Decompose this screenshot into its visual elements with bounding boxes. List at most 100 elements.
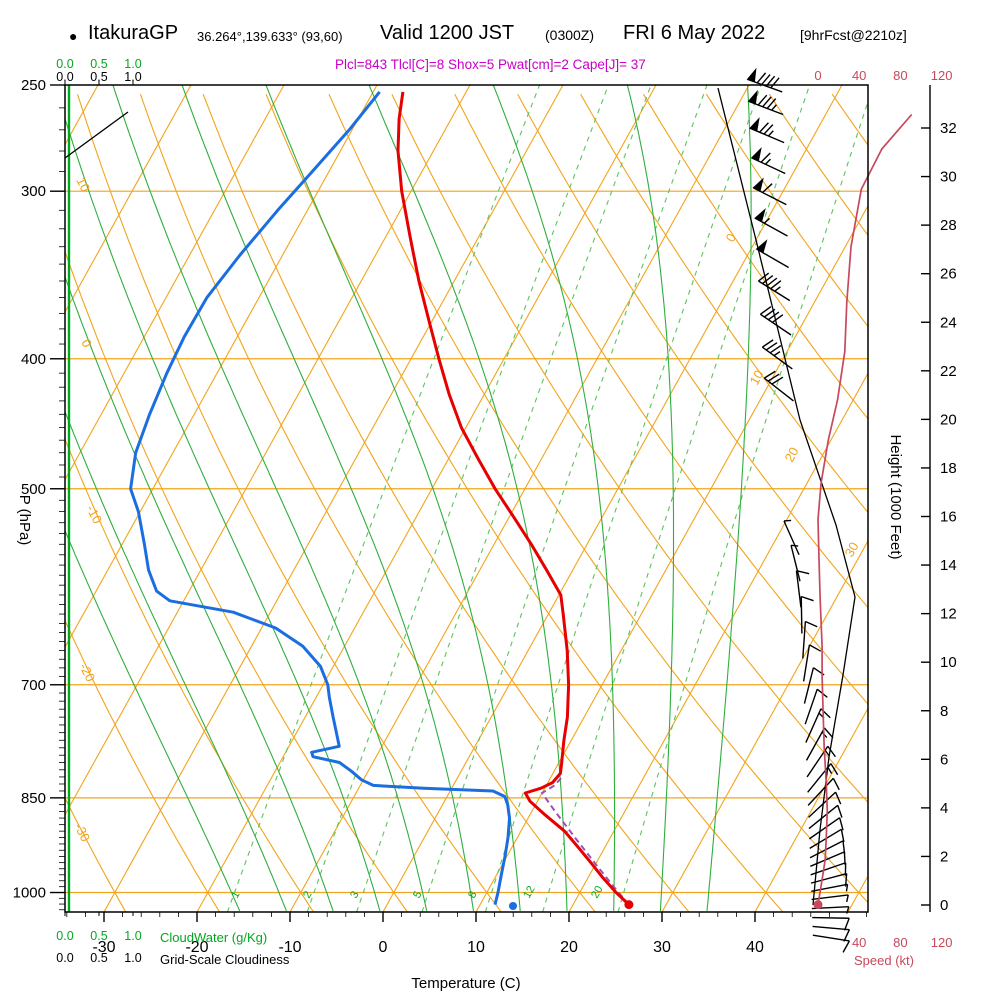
wind-barb bbox=[808, 791, 842, 818]
isotherm-line bbox=[661, 539, 868, 912]
isotherm-line bbox=[103, 85, 564, 912]
plot-border bbox=[64, 84, 869, 913]
mixing-ratio-line bbox=[226, 85, 541, 912]
height-tick-label: 30 bbox=[940, 169, 957, 186]
moist-adiabat-line bbox=[626, 85, 675, 911]
mixing-ratio-label: 2 bbox=[301, 889, 314, 900]
speed-tick-label-bottom: 40 bbox=[852, 935, 866, 950]
speed-tick-label-top: 40 bbox=[852, 68, 866, 83]
dry-adiabat-line bbox=[202, 94, 690, 912]
speed-tick-label-top: 0 bbox=[814, 68, 821, 83]
height-tick-label: 12 bbox=[940, 606, 957, 623]
dry-adiabat-label: -30 bbox=[71, 821, 93, 845]
temperature-tick-label: 30 bbox=[653, 939, 671, 956]
moist-adiabat-line bbox=[181, 85, 475, 911]
cloudwater-scale-bottom: 0.5 bbox=[90, 929, 107, 943]
dry-adiabat-line bbox=[265, 93, 784, 912]
speed-axis-title: Speed (kt) bbox=[854, 953, 914, 968]
height-axis-title: Height (1000 Feet) bbox=[887, 434, 904, 559]
dry-adiabat-line bbox=[454, 93, 868, 706]
height-tick-label: 32 bbox=[940, 120, 957, 137]
wind-barb bbox=[795, 570, 810, 608]
mixing-ratio-line bbox=[306, 85, 609, 912]
isotherm-line bbox=[568, 372, 868, 912]
isotherm-line bbox=[196, 85, 657, 912]
pressure-tick-label: 300 bbox=[21, 183, 46, 200]
isotherm-line bbox=[754, 707, 868, 912]
dry-adiabat-line bbox=[65, 619, 221, 912]
wind-barb bbox=[759, 306, 792, 336]
cloudiness-scale-bottom: 0.5 bbox=[90, 951, 107, 965]
valid-time: Valid 1200 JST bbox=[380, 22, 515, 44]
moist-adiabat-line bbox=[65, 529, 241, 912]
dry-adiabat-line bbox=[65, 437, 314, 912]
pressure-tick-label: 250 bbox=[21, 77, 46, 94]
mixing-ratio-line bbox=[484, 85, 762, 912]
wind-barb bbox=[763, 370, 794, 402]
moist-adiabat-line bbox=[65, 410, 287, 912]
valid-date: FRI 6 May 2022 bbox=[623, 22, 766, 44]
isotherm-label: 10 bbox=[747, 368, 767, 388]
wind-barb bbox=[761, 339, 793, 370]
dry-adiabat-line bbox=[643, 93, 868, 420]
isotherm-label: 30 bbox=[842, 540, 862, 560]
wind-barb bbox=[807, 777, 840, 806]
station-name: ItakuraGP bbox=[88, 22, 179, 44]
sounding-profiles bbox=[129, 90, 634, 910]
pressure-tick-label: 400 bbox=[21, 351, 46, 368]
temperature-axis-title: Temperature (C) bbox=[411, 975, 520, 992]
parcel-curve bbox=[540, 776, 630, 906]
pressure-tick-label: 850 bbox=[21, 790, 46, 807]
mixing-ratio-label: 5 bbox=[411, 889, 424, 900]
wind-barb bbox=[812, 925, 851, 942]
wind-barb bbox=[758, 272, 791, 302]
height-tick-label: 10 bbox=[940, 654, 957, 671]
cloudwater-scale-top: 0.5 bbox=[90, 57, 107, 71]
height-tick-label: 16 bbox=[940, 509, 957, 526]
skewt-grid bbox=[65, 85, 868, 912]
forecast-info: [9hrFcst@2210z] bbox=[800, 27, 907, 43]
height-tick-label: 8 bbox=[940, 703, 948, 720]
wind-barb bbox=[755, 239, 789, 269]
height-tick-label: 28 bbox=[940, 217, 957, 234]
surface-dewpoint-dot bbox=[509, 902, 517, 910]
pressure-tick-label: 500 bbox=[21, 481, 46, 498]
dry-adiabat-line bbox=[328, 93, 868, 904]
temperature-tick-label: -30 bbox=[92, 939, 115, 956]
isotherm-line bbox=[65, 85, 378, 649]
cloudiness-scale-bottom: 0.0 bbox=[56, 951, 73, 965]
temperature-tick-label: 0 bbox=[379, 939, 388, 956]
cloudiness-scale-bottom: 1.0 bbox=[124, 951, 141, 965]
cloudwater-scale-bottom: 0.0 bbox=[56, 929, 73, 943]
mixing-ratio-label: 8 bbox=[466, 889, 479, 900]
dry-adiabat-label: 10 bbox=[73, 175, 93, 195]
isotherm-line bbox=[847, 874, 868, 912]
dry-adiabat-label: -20 bbox=[76, 661, 98, 685]
dry-adiabat-line bbox=[831, 93, 868, 147]
isotherm-line bbox=[65, 85, 99, 146]
cloudwater-scale-label: CloudWater (g/Kg) bbox=[160, 930, 267, 945]
dry-adiabat-line bbox=[76, 94, 502, 912]
wind-barb bbox=[802, 620, 818, 659]
speed-tick-label-top: 80 bbox=[893, 68, 907, 83]
temperature-tick-label: 40 bbox=[746, 939, 764, 956]
cloudwater-scale-top: 1.0 bbox=[124, 57, 141, 71]
wind-barb bbox=[790, 544, 801, 582]
wind-barb bbox=[812, 934, 850, 953]
height-tick-label: 2 bbox=[940, 848, 948, 865]
speed-tick-label-bottom: 120 bbox=[931, 935, 953, 950]
dry-adiabat-line bbox=[391, 93, 868, 804]
height-tick-label: 4 bbox=[940, 800, 948, 817]
dewpoint-curve bbox=[129, 90, 511, 905]
speed-curve bbox=[817, 113, 913, 905]
valid-zulu: (0300Z) bbox=[545, 27, 595, 43]
dry-adiabat-line bbox=[139, 94, 596, 912]
wind-barb bbox=[754, 208, 788, 237]
wind-barb bbox=[811, 883, 849, 893]
wind-barb bbox=[752, 177, 787, 206]
height-tick-label: 18 bbox=[940, 460, 957, 477]
dry-adiabat-line bbox=[65, 796, 127, 912]
cloudwater-scale-bottom: 1.0 bbox=[124, 929, 141, 943]
moist-adiabat-line bbox=[112, 85, 428, 912]
